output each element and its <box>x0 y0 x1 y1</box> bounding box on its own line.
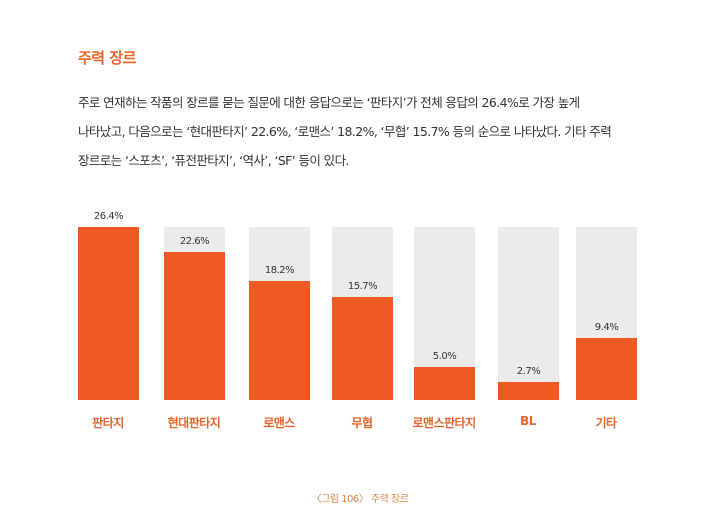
bar-value-label: 18.2% <box>264 265 295 276</box>
body-text: 주로 연재하는 작품의 장르를 묻는 질문에 대한 응답으로는 ‘판타지’가 전… <box>78 88 698 175</box>
bar-value-label: 15.7% <box>347 281 378 292</box>
bar-track <box>78 227 139 400</box>
bar-value-label: 9.4% <box>594 322 619 333</box>
category-label: 기타 <box>595 416 617 430</box>
category-label: 로맨스 <box>263 416 295 430</box>
bar-value-label: 22.6% <box>179 236 210 247</box>
figure-caption: 〈그림 106〉 주력 장르 <box>311 494 409 505</box>
bar-track <box>576 227 637 400</box>
category-label: 무협 <box>351 416 373 430</box>
category-label: 로맨스판타지 <box>412 416 476 430</box>
paragraph-line: 주로 연재하는 작품의 장르를 묻는 질문에 대한 응답으로는 ‘판타지’가 전… <box>78 95 580 110</box>
bar <box>249 281 310 400</box>
bar <box>78 227 139 400</box>
bar-value-label: 2.7% <box>516 366 541 377</box>
bar <box>164 252 225 400</box>
category-label: 현대판타지 <box>167 416 221 430</box>
bar-value-label: 26.4% <box>93 211 124 222</box>
bar-track <box>249 227 310 400</box>
bar <box>576 338 637 400</box>
section-title: 주력 장르 <box>78 49 136 67</box>
bar-track <box>498 227 559 400</box>
bar-track <box>414 227 475 400</box>
bar-track <box>164 227 225 400</box>
category-label: 판타지 <box>92 416 124 430</box>
bar-track <box>332 227 393 400</box>
paragraph-line: 나타났고, 다음으로는 ‘현대판타지’ 22.6%, ‘로맨스’ 18.2%, … <box>78 124 612 139</box>
bar <box>414 367 475 400</box>
category-label: BL <box>520 414 536 428</box>
bar <box>498 382 559 400</box>
bar-value-label: 5.0% <box>432 351 457 362</box>
paragraph-line: 장르로는 ‘스포츠’, ‘퓨전판타지’, ‘역사’, ‘SF’ 등이 있다. <box>78 153 349 168</box>
bar <box>332 297 393 400</box>
